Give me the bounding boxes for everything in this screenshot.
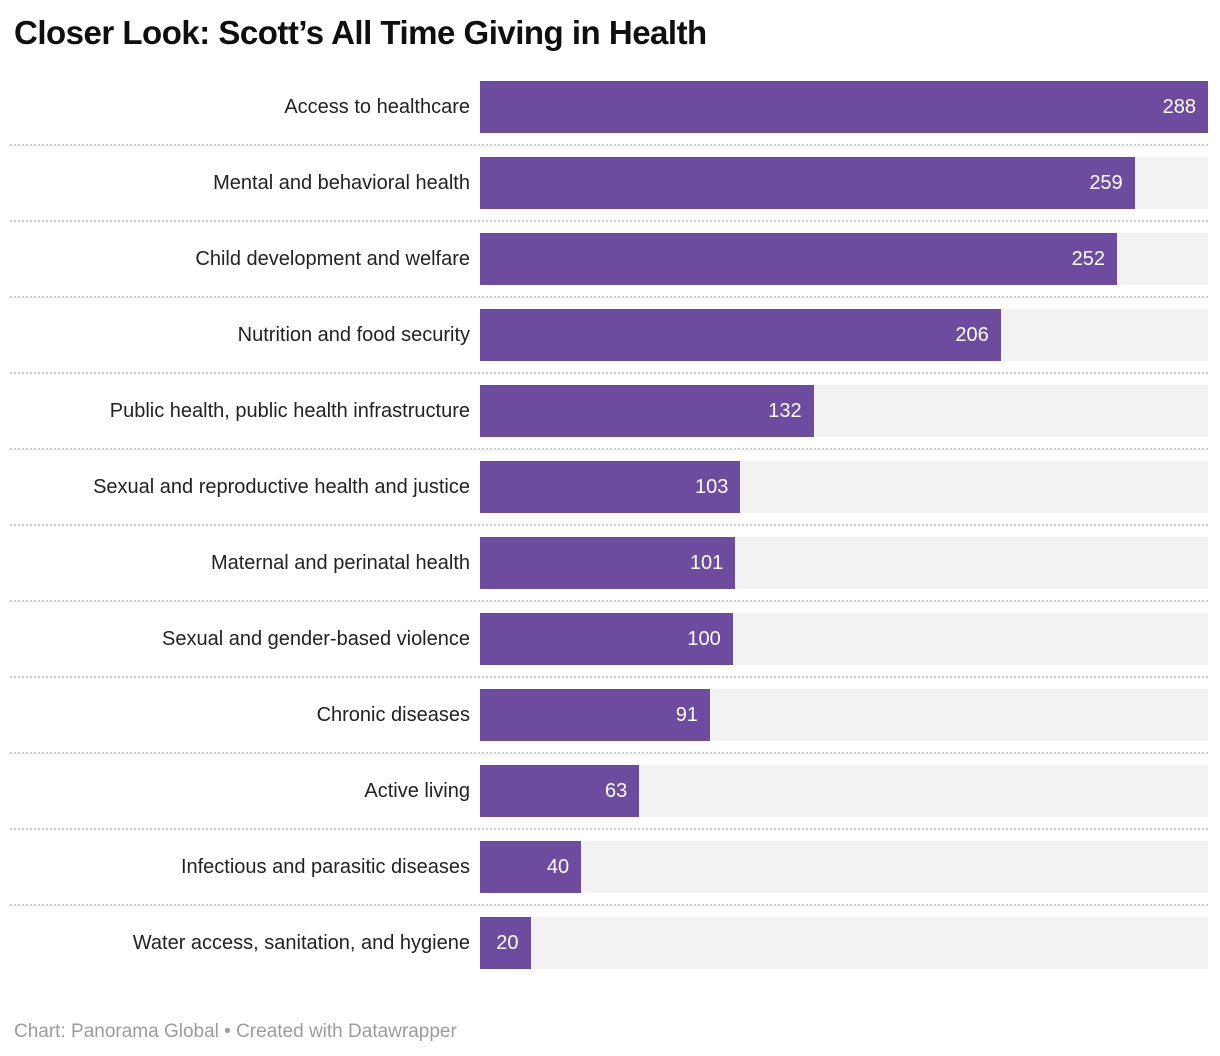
category-label: Water access, sanitation, and hygiene (132, 932, 470, 954)
bar-track: 103 (480, 461, 1208, 513)
row-separator (10, 220, 1208, 222)
bar: 206 (480, 309, 1001, 361)
bar-row: Nutrition and food security 206 (0, 309, 1220, 361)
bar-row: Mental and behavioral health 259 (0, 157, 1220, 209)
category-label: Sexual and reproductive health and justi… (93, 476, 470, 498)
value-label: 252 (1071, 247, 1105, 270)
category-label: Child development and welfare (195, 248, 470, 270)
value-label: 259 (1089, 171, 1123, 194)
value-label: 63 (605, 779, 628, 802)
value-label: 91 (675, 703, 699, 726)
bar-track: 91 (480, 689, 1208, 741)
value-label: 20 (496, 931, 519, 954)
category-label: Sexual and gender-based violence (162, 628, 470, 650)
bar: 103 (480, 461, 741, 513)
bar-chart: Access to healthcare 288 Mental and behavi… (0, 81, 1220, 969)
bar-row: Chronic diseases 91 (0, 689, 1220, 741)
bar: 40 (480, 841, 582, 893)
value-label: 288 (1162, 95, 1196, 118)
bar: 100 (480, 613, 733, 665)
row-separator (10, 600, 1208, 602)
bar-row: Child development and welfare 252 (0, 233, 1220, 285)
row-separator (10, 524, 1208, 526)
category-label: Maternal and perinatal health (210, 552, 470, 574)
category-label: Chronic diseases (316, 704, 470, 726)
bar-row: Public health, public health infrastruct… (0, 385, 1220, 437)
bar: 91 (480, 689, 711, 741)
value-label: 206 (955, 323, 989, 346)
bar-row: Sexual and gender-based violence 100 (0, 613, 1220, 665)
category-label: Nutrition and food security (237, 324, 470, 346)
bar-track: 20 (480, 917, 1208, 969)
category-label: Mental and behavioral health (213, 172, 470, 194)
chart-footer: Chart: Panorama Global • Created with Da… (14, 1021, 457, 1042)
chart-title: Closer Look: Scott’s All Time Giving in … (14, 14, 707, 51)
bar-track: 288 (480, 81, 1208, 133)
category-label: Infectious and parasitic diseases (180, 856, 470, 878)
row-separator (10, 448, 1208, 450)
bar-track: 40 (480, 841, 1208, 893)
bar-track: 252 (480, 233, 1208, 285)
bar-row: Access to healthcare 288 (0, 81, 1220, 133)
bar: 20 (480, 917, 531, 969)
category-label: Access to healthcare (284, 96, 470, 118)
value-label: 40 (546, 855, 570, 878)
bar-row: Maternal and perinatal health 101 (0, 537, 1220, 589)
bar: 259 (480, 157, 1135, 209)
bar: 63 (480, 765, 640, 817)
bar-track: 63 (480, 765, 1208, 817)
row-separator (10, 904, 1208, 906)
row-separator (10, 144, 1208, 146)
bar: 101 (480, 537, 736, 589)
value-label: 132 (768, 399, 802, 422)
bar: 288 (480, 81, 1208, 133)
bar-track: 100 (480, 613, 1208, 665)
bar-track: 206 (480, 309, 1208, 361)
row-separator (10, 372, 1208, 374)
bar-track: 132 (480, 385, 1208, 437)
bar-row: Infectious and parasitic diseases 40 (0, 841, 1220, 893)
bar-track: 259 (480, 157, 1208, 209)
bar: 252 (480, 233, 1117, 285)
bar-row: Sexual and reproductive health and justi… (0, 461, 1220, 513)
bar-track: 101 (480, 537, 1208, 589)
bar-row: Water access, sanitation, and hygiene 20 (0, 917, 1220, 969)
row-separator (10, 676, 1208, 678)
bar-row: Active living 63 (0, 765, 1220, 817)
row-separator (10, 828, 1208, 830)
value-label: 103 (694, 475, 729, 498)
value-label: 100 (687, 627, 721, 650)
row-separator (10, 296, 1208, 298)
category-label: Public health, public health infrastruct… (109, 400, 470, 422)
row-separator (10, 752, 1208, 754)
category-label: Active living (364, 780, 470, 802)
bar: 132 (480, 385, 814, 437)
value-label: 101 (689, 551, 724, 574)
